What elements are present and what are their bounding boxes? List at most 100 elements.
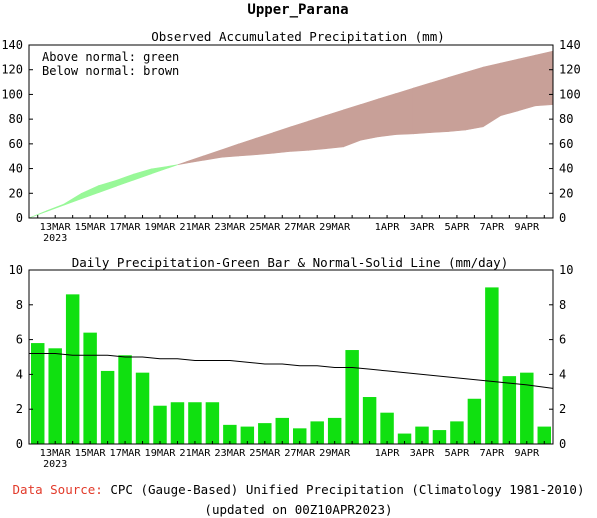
daily-precip-bar: [310, 421, 324, 444]
daily-precip-bar: [485, 287, 499, 444]
x-tick-label: 15MAR: [75, 448, 107, 459]
daily-precip-bar: [432, 430, 447, 444]
y-tick-label-right: 8: [559, 298, 566, 312]
daily-precip-bar: [502, 376, 517, 444]
accumulated-anomaly-area: [517, 54, 536, 112]
x-tick-label: 15MAR: [75, 222, 107, 233]
daily-precip-bar: [467, 398, 482, 444]
daily-precip-bar: [65, 294, 80, 444]
daily-precip-bar: [293, 428, 307, 444]
x-tick-label: 5APR: [445, 222, 471, 233]
daily-precip-bar: [520, 372, 534, 444]
daily-precip-bar: [537, 426, 551, 444]
y-tick-label-left: 0: [16, 437, 23, 451]
x-tick-label: 17MAR: [110, 222, 142, 233]
daily-precip-bar: [48, 348, 62, 444]
top-plot-frame: [28, 44, 554, 219]
top-chart-title: Observed Accumulated Precipitation (mm): [151, 29, 445, 44]
daily-precip-bar: [397, 433, 412, 444]
accumulated-anomaly-area: [465, 66, 484, 131]
accumulated-anomaly-area: [220, 143, 239, 158]
y-tick-label-left: 2: [16, 402, 23, 416]
x-tick-label: 7APR: [479, 222, 505, 233]
x-tick-label: 13MAR: [40, 448, 72, 459]
y-tick-label-right: 20: [559, 186, 573, 200]
accumulated-anomaly-area: [46, 203, 65, 213]
bottom-chart-title: Daily Precipitation-Green Bar & Normal-S…: [72, 255, 509, 270]
x-tick-label: 23MAR: [214, 222, 246, 233]
daily-precip-bar: [450, 421, 464, 444]
accumulated-anomaly-area: [325, 109, 344, 150]
accumulated-anomaly-area: [185, 155, 204, 164]
daily-precip-bar: [188, 402, 202, 444]
x-tick-label: 29MAR: [319, 448, 351, 459]
legend-note: Below normal: brown: [42, 64, 179, 78]
accumulated-anomaly-area: [360, 98, 379, 141]
x-tick-label: 27MAR: [284, 222, 316, 233]
accumulated-anomaly-area: [255, 132, 274, 156]
daily-precip-bar: [380, 412, 394, 444]
accumulated-anomaly-area: [81, 185, 100, 200]
y-tick-label-right: 140: [559, 38, 581, 52]
accumulated-anomaly-area: [63, 192, 82, 206]
accumulated-anomaly-area: [500, 58, 519, 117]
accumulated-anomaly-area: [535, 50, 554, 107]
y-tick-label-left: 20: [9, 186, 23, 200]
accumulated-anomaly-area: [482, 62, 501, 128]
y-tick-label-left: 8: [16, 298, 23, 312]
accumulated-anomaly-area: [430, 77, 449, 133]
x-tick-label: 19MAR: [145, 448, 177, 459]
y-tick-label-left: 100: [1, 87, 23, 101]
updated-note: (updated on 00Z10APR2023): [204, 502, 393, 517]
x-tick-label: 21MAR: [179, 222, 211, 233]
data-source-text: CPC (Gauge-Based) Unified Precipitation …: [110, 482, 585, 497]
y-tick-label-right: 120: [559, 63, 581, 77]
normal-daily-line: [29, 353, 554, 389]
y-tick-label-right: 4: [559, 367, 566, 381]
accumulated-anomaly-area: [116, 173, 135, 187]
y-tick-label-right: 0: [559, 211, 566, 225]
y-tick-label-right: 10: [559, 263, 573, 277]
accumulated-anomaly-area: [203, 149, 222, 161]
accumulated-anomaly-area: [273, 126, 292, 154]
data-source-line: Data Source: CPC (Gauge-Based) Unified P…: [0, 482, 597, 497]
daily-precip-bar: [362, 397, 377, 444]
daily-precip-bar: [83, 332, 97, 444]
y-tick-label-right: 100: [559, 87, 581, 101]
x-tick-label: 17MAR: [110, 448, 142, 459]
x-tick-label: 1APR: [375, 448, 401, 459]
y-tick-label-right: 6: [559, 333, 566, 347]
x-tick-label: 25MAR: [249, 222, 281, 233]
daily-precip-bar: [31, 343, 45, 444]
accumulated-anomaly-area: [395, 87, 414, 135]
y-tick-label-left: 10: [9, 263, 23, 277]
x-tick-label: 23MAR: [214, 448, 246, 459]
x-tick-label: 25MAR: [249, 448, 281, 459]
y-tick-label-right: 0: [559, 437, 566, 451]
x-tick-label: 27MAR: [284, 448, 316, 459]
data-source-label: Data Source:: [12, 482, 103, 497]
daily-precip-bar: [258, 423, 272, 444]
y-tick-label-right: 40: [559, 162, 573, 176]
y-tick-label-left: 80: [9, 112, 23, 126]
x-tick-label: 21MAR: [179, 448, 211, 459]
y-tick-label-right: 80: [559, 112, 573, 126]
accumulated-anomaly-area: [238, 137, 257, 157]
x-tick-label: 5APR: [445, 448, 471, 459]
x-tick-label: 7APR: [479, 448, 505, 459]
year-label: 2023: [43, 459, 67, 470]
daily-precip-bar: [223, 424, 237, 444]
x-tick-label: 29MAR: [319, 222, 351, 233]
accumulated-anomaly-area: [177, 161, 187, 165]
x-tick-label: 3APR: [410, 448, 436, 459]
daily-precip-bar: [153, 405, 167, 444]
year-label: 2023: [43, 233, 67, 244]
accumulated-anomaly-area: [308, 115, 327, 151]
daily-precip-bar: [205, 402, 220, 444]
daily-precip-bar: [100, 370, 115, 444]
accumulated-anomaly-area: [290, 120, 309, 152]
accumulated-anomaly-area: [447, 71, 466, 132]
y-tick-label-left: 140: [1, 38, 23, 52]
daily-precip-bar: [118, 355, 132, 444]
